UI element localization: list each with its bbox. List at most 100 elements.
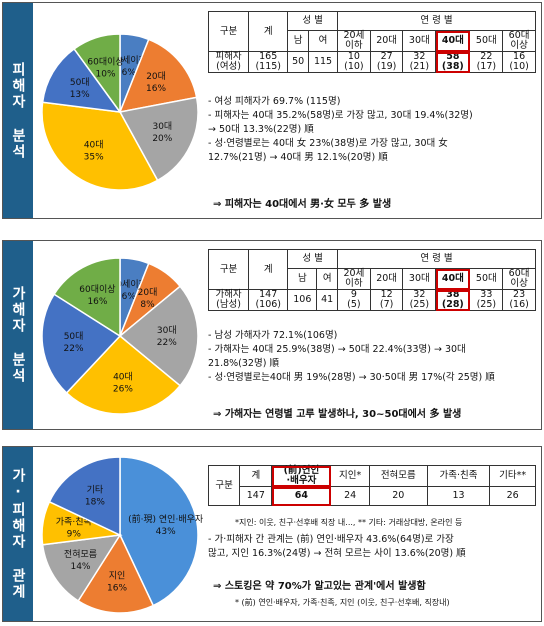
table-cell: 20: [368, 486, 428, 506]
pie-slice: [53, 257, 121, 338]
pie-slice: [73, 33, 121, 115]
table-cell: 64: [271, 486, 332, 506]
offender-pie-chart: 20세이하 6% 20대 8% 30대 22% 40대 26% 50대 22% 60대이상 16%: [41, 257, 199, 415]
table-cell: 구분: [207, 11, 250, 52]
slice-label: 60대이상: [79, 284, 115, 295]
slice-label: 20세이하: [111, 55, 148, 66]
table-cell: 27 (19): [369, 51, 404, 73]
slice-label: 20대: [146, 71, 166, 82]
victim-analysis-panel: 피해자 분석 20세이하 6% 20대 16% 30대 20% 40대 35% 50대 13% 60…: [2, 2, 542, 219]
slice-label: (前·現) 연인·배우자: [128, 513, 204, 525]
table-cell: 60대 이상: [502, 268, 536, 290]
table-cell: 33 (25): [469, 289, 504, 311]
bullet-line: - 피해자는 40대 35.2%(58명)로 가장 많고, 30대 19.4%(…: [208, 110, 473, 121]
side-label: 가·피해자 관계: [3, 447, 33, 621]
table-cell: 40대: [435, 30, 471, 52]
pie-slice: [41, 47, 122, 113]
slice-label: 50대: [64, 331, 84, 342]
slice-percent: 18%: [85, 497, 105, 507]
bullet-line: - 성·연령별로는 40대 女 23%(38명)로 가장 많고, 30대 女: [208, 138, 448, 149]
slice-percent: 26%: [113, 385, 133, 395]
relationship-panel: 가·피해자 관계 (前·現) 연인·배우자 43% 지인 16% 전혀모름 14% 가족·친…: [2, 446, 542, 622]
slice-percent: 43%: [156, 527, 176, 537]
slice-label: 기타: [87, 484, 104, 495]
table-cell: 13: [426, 486, 491, 506]
slice-label: 20세이하: [111, 279, 148, 290]
table-cell: 20대: [369, 30, 404, 52]
victim-conclusion: ⇒ 피해자는 40대에서 男·女 모두 多 발생: [213, 199, 392, 210]
table-cell: 남: [287, 30, 310, 52]
table-cell: 여: [316, 268, 339, 290]
slice-label: 40대: [113, 372, 133, 383]
pie-slice: [119, 456, 199, 607]
table-cell: 9 (5): [337, 289, 371, 311]
table-cell: 50대: [469, 30, 504, 52]
table-cell: 여: [308, 30, 339, 52]
table-cell: (前)연인 ·배우자: [271, 465, 332, 487]
pie-slice: [77, 533, 155, 614]
table-cell: 계: [239, 465, 273, 487]
side-label: 피해자 분석: [3, 3, 33, 218]
table-cell: 30대: [402, 30, 437, 52]
bullet-line: - 성·연령별로는40대 男 19%(28명) → 30·50대 男 17%(각…: [208, 372, 495, 383]
table-cell: 147 (106): [248, 289, 289, 311]
slice-percent: 22%: [157, 338, 177, 348]
slice-percent: 8%: [140, 300, 155, 310]
offender-bullets: - 남성 가해자가 72.1%(106명) - 가해자는 40대 25.9%(38…: [208, 329, 538, 385]
table-cell: 22 (17): [469, 51, 504, 73]
slice-percent: 22%: [64, 344, 84, 354]
table-cell: 26: [489, 486, 536, 506]
slice-label: 50대: [70, 77, 90, 88]
slice-label: 가족·친족: [56, 517, 92, 528]
victim-pie-chart: 20세이하 6% 20대 16% 30대 20% 40대 35% 50대 13% 60대이상 10%: [41, 33, 199, 191]
table-cell: 165 (115): [248, 51, 289, 73]
slice-label: 전혀모름: [64, 549, 97, 560]
table-cell: 30대: [402, 268, 437, 290]
pie-slice: [118, 38, 198, 113]
slice-percent: 13%: [70, 90, 90, 100]
table-cell: 50대: [469, 268, 504, 290]
table-cell: 연 령 별: [337, 11, 536, 31]
table-cell: 성 별: [287, 249, 339, 269]
table-cell: 106: [287, 289, 318, 311]
table-cell: 20세 이하: [337, 30, 371, 52]
table-cell: 40대: [435, 268, 471, 290]
table-cell: 115: [308, 51, 339, 73]
table-cell: 60대 이상: [502, 30, 536, 52]
bullet-line: - 가·피해자 간 관계는 (前) 연인·배우자 43.6%(64명)로 가장: [208, 534, 454, 545]
pie-slice: [65, 334, 182, 415]
slice-percent: 6%: [122, 292, 137, 302]
slice-label: 30대: [157, 325, 177, 336]
bullet-line: - 남성 가해자가 72.1%(106명): [208, 330, 338, 341]
pie-slice: [41, 101, 159, 191]
table-cell: 50: [287, 51, 310, 73]
table-cell: 32 (21): [402, 51, 437, 73]
table-cell: 구분: [207, 249, 250, 290]
table-cell: 16 (10): [502, 51, 536, 73]
table-cell: 38 (28): [435, 289, 471, 311]
bullet-line: - 가해자는 40대 25.9%(38명) → 50대 22.4%(33명) →…: [208, 344, 466, 355]
slice-percent: 9%: [67, 530, 82, 540]
slice-percent: 35%: [84, 153, 104, 163]
slice-percent: 16%: [87, 297, 107, 307]
table-cell: 12 (7): [369, 289, 404, 311]
side-label: 가해자 분석: [3, 241, 33, 429]
slice-label: 30대: [152, 121, 172, 132]
table-cell: 20대: [369, 268, 404, 290]
pie-slice: [118, 96, 199, 182]
bullet-line: 많고, 지인 16.3%(24명) → 전혀 모르는 사이 13.6%(20명)…: [208, 548, 466, 559]
table-cell: 24: [330, 486, 370, 506]
table-cell: 10 (10): [337, 51, 371, 73]
offender-analysis-panel: 가해자 분석 20세이하 6% 20대 8% 30대 22% 40대 26% 50대 22% 60대…: [2, 240, 542, 430]
slice-percent: 10%: [96, 69, 116, 79]
table-cell: 피해자 (여성): [207, 51, 250, 73]
relationship-pie-chart: (前·現) 연인·배우자 43% 지인 16% 전혀모름 14% 가족·친족 9% 기타 18%: [41, 456, 204, 614]
bullet-line: → 50대 13.3%(22명) 順: [208, 124, 314, 135]
slice-label: 40대: [84, 140, 104, 151]
table-cell: 147: [239, 486, 273, 506]
relationship-table: 구분 계 (前)연인 ·배우자 지인* 전혀모름 가족·친족 기타** 147 64 24 20 13 2…: [207, 465, 536, 506]
relationship-footnote: *지인: 이웃, 친구·선후배 직장 내..., ** 기타: 거래상대방, 온…: [235, 518, 463, 527]
slice-label: 20대: [138, 287, 158, 298]
table-cell: 20세 이하: [337, 268, 371, 290]
pie-slice: [41, 293, 122, 394]
